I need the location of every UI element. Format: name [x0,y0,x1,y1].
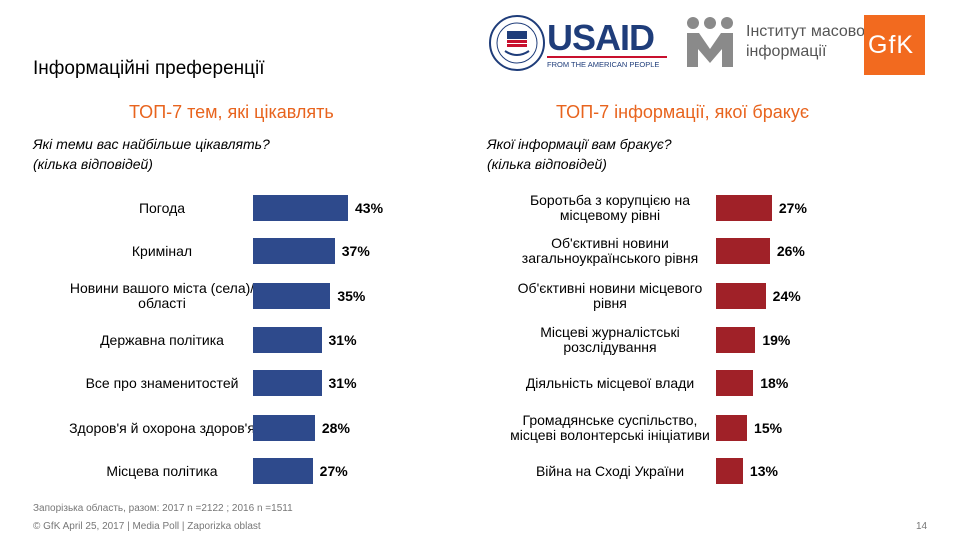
left-bar [253,370,322,396]
left-category-label: Здоров'я й охорона здоров'я [69,419,255,436]
left-category-label: Місцева політика [106,462,218,479]
usaid-seal-icon [489,15,545,71]
left-chart-title: ТОП-7 тем, які цікавлять [129,102,334,122]
right-question-line1: Якої інформації вам бракує? [487,136,672,152]
imi-line2: інформації [746,43,827,60]
usaid-logo: USAID FROM THE AMERICAN PEOPLE [487,13,669,73]
left-category-label: Все про знаменитостей [85,374,239,391]
right-value-label: 18% [760,375,789,391]
right-value-label: 15% [754,420,783,436]
left-bar [253,195,349,221]
left-question-line1: Які теми вас найбільше цікавлять? [33,136,270,152]
footnote: Запорізька область, разом: 2017 n =2122 … [33,503,293,514]
page-number: 14 [916,521,928,532]
right-value-label: 27% [778,200,807,216]
imi-line1: Інститут масової [746,23,870,40]
right-category-label: Громадянське суспільство, місцеві волонт… [510,412,710,443]
left-value-label: 31% [328,375,357,391]
left-category-label: Новини вашого міста (села)/області [69,280,255,311]
footer-text: © GfK April 25, 2017 | Media Poll | Zapo… [33,521,261,532]
page-title: Інформаційні преференції [33,58,265,79]
left-bar [253,238,335,264]
usaid-tagline: FROM THE AMERICAN PEOPLE [547,60,660,69]
right-value-label: 13% [749,463,778,479]
left-question-line2: (кілька відповідей) [33,156,153,172]
gfk-logo: GfK [864,15,925,75]
left-bar [253,327,322,353]
right-bar [716,458,743,484]
right-category-label: Війна на Сході України [535,462,685,479]
left-value-label: 37% [341,243,370,259]
right-category-label: Об'єктивні новини місцевого рівня [517,280,703,311]
right-category-label: Діяльність місцевої влади [525,374,695,391]
right-value-label: 19% [762,332,791,348]
left-bar [253,415,315,441]
usaid-rule [547,56,667,58]
right-question: Якої інформації вам бракує? (кілька відп… [487,134,672,174]
left-bar [253,283,331,309]
right-bar [716,327,756,353]
left-category-label: Державна політика [100,331,224,348]
usaid-wordmark: USAID [547,17,655,58]
left-question: Які теми вас найбільше цікавлять? (кільк… [33,134,270,174]
imi-figures-icon [687,17,733,67]
right-question-line2: (кілька відповідей) [487,156,607,172]
left-value-label: 43% [355,200,384,216]
right-bar [716,370,754,396]
right-value-label: 24% [772,288,801,304]
right-bar [716,238,770,264]
left-category-label: Кримінал [131,242,193,259]
right-bar [716,195,772,221]
left-value-label: 35% [337,288,366,304]
right-category-label: Місцеві журналістські розслідування [540,324,680,355]
right-category-label: Об'єктивні новини загальноукраїнського р… [521,235,699,266]
left-category-label: Погода [138,199,186,216]
left-bar [253,458,313,484]
left-value-label: 28% [321,420,350,436]
left-value-label: 31% [328,332,357,348]
right-category-label: Боротьба з корупцією на місцевому рівні [529,192,691,223]
imi-logo: Інститут масової інформації [684,13,869,71]
left-value-label: 27% [319,463,348,479]
right-bar [716,283,766,309]
right-chart-title: ТОП-7 інформації, якої бракує [556,102,810,122]
gfk-wordmark: GfK [868,31,915,59]
right-bar [716,415,748,441]
right-value-label: 26% [776,243,805,259]
